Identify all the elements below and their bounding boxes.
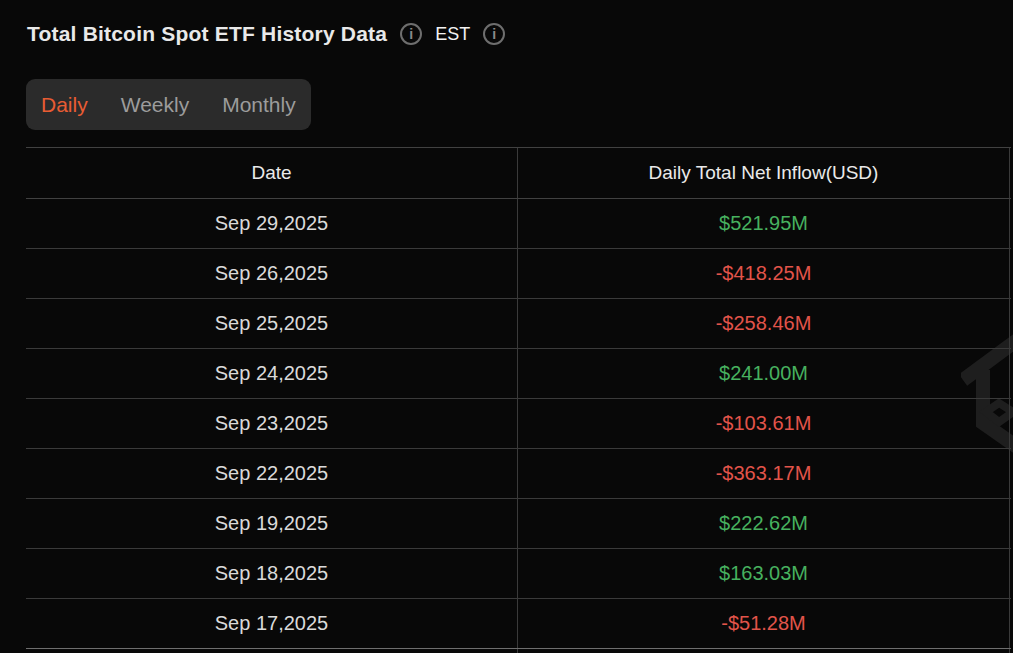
titlebar: Total Bitcoin Spot ETF History Data i ES… bbox=[27, 18, 505, 50]
page: Total Bitcoin Spot ETF History Data i ES… bbox=[0, 0, 1013, 653]
inflow-value-cell: $241.00M bbox=[517, 349, 1010, 398]
tab-weekly[interactable]: Weekly bbox=[121, 93, 189, 117]
date-cell: Sep 22,2025 bbox=[26, 449, 517, 498]
title-info-icon[interactable]: i bbox=[400, 23, 422, 45]
date-cell: Sep 25,2025 bbox=[26, 299, 517, 348]
column-header-inflow: Daily Total Net Inflow(USD) bbox=[517, 148, 1010, 198]
inflow-value-cell: $163.03M bbox=[517, 549, 1010, 598]
date-cell: Sep 17,2025 bbox=[26, 599, 517, 648]
table-row: Sep 25,2025 -$258.46M bbox=[26, 299, 1011, 349]
table-row: Sep 23,2025 -$103.61M bbox=[26, 399, 1011, 449]
inflow-value-cell: $222.62M bbox=[517, 499, 1010, 548]
table-body: Sep 29,2025 $521.95M Sep 26,2025 -$418.2… bbox=[26, 199, 1011, 649]
table-row: Sep 22,2025 -$363.17M bbox=[26, 449, 1011, 499]
timezone-info-icon[interactable]: i bbox=[483, 23, 505, 45]
date-cell: Sep 26,2025 bbox=[26, 249, 517, 298]
date-cell: Sep 24,2025 bbox=[26, 349, 517, 398]
table-row: Sep 19,2025 $222.62M bbox=[26, 499, 1011, 549]
column-header-date: Date bbox=[26, 148, 517, 198]
inflow-value-cell: -$363.17M bbox=[517, 449, 1010, 498]
inflow-value-cell: $521.95M bbox=[517, 199, 1010, 248]
date-cell: Sep 18,2025 bbox=[26, 549, 517, 598]
tab-monthly[interactable]: Monthly bbox=[222, 93, 296, 117]
inflow-value-cell: -$51.28M bbox=[517, 599, 1010, 648]
table-row-partial bbox=[26, 649, 1011, 653]
inflow-value-cell: -$103.61M bbox=[517, 399, 1010, 448]
tab-daily[interactable]: Daily bbox=[41, 93, 88, 117]
inflow-value-cell: -$418.25M bbox=[517, 249, 1010, 298]
table-row: Sep 26,2025 -$418.25M bbox=[26, 249, 1011, 299]
table-row: Sep 17,2025 -$51.28M bbox=[26, 599, 1011, 649]
inflow-value-cell: -$258.46M bbox=[517, 299, 1010, 348]
period-tabs: Daily Weekly Monthly bbox=[26, 79, 311, 130]
date-cell: Sep 19,2025 bbox=[26, 499, 517, 548]
table-row: Sep 18,2025 $163.03M bbox=[26, 549, 1011, 599]
date-cell: Sep 23,2025 bbox=[26, 399, 517, 448]
timezone-label: EST bbox=[435, 24, 470, 45]
history-table: Date Daily Total Net Inflow(USD) Sep 29,… bbox=[26, 147, 1011, 653]
table-row: Sep 24,2025 $241.00M bbox=[26, 349, 1011, 399]
date-cell: Sep 29,2025 bbox=[26, 199, 517, 248]
table-row: Sep 29,2025 $521.95M bbox=[26, 199, 1011, 249]
page-title: Total Bitcoin Spot ETF History Data bbox=[27, 22, 387, 46]
table-header-row: Date Daily Total Net Inflow(USD) bbox=[26, 147, 1011, 199]
